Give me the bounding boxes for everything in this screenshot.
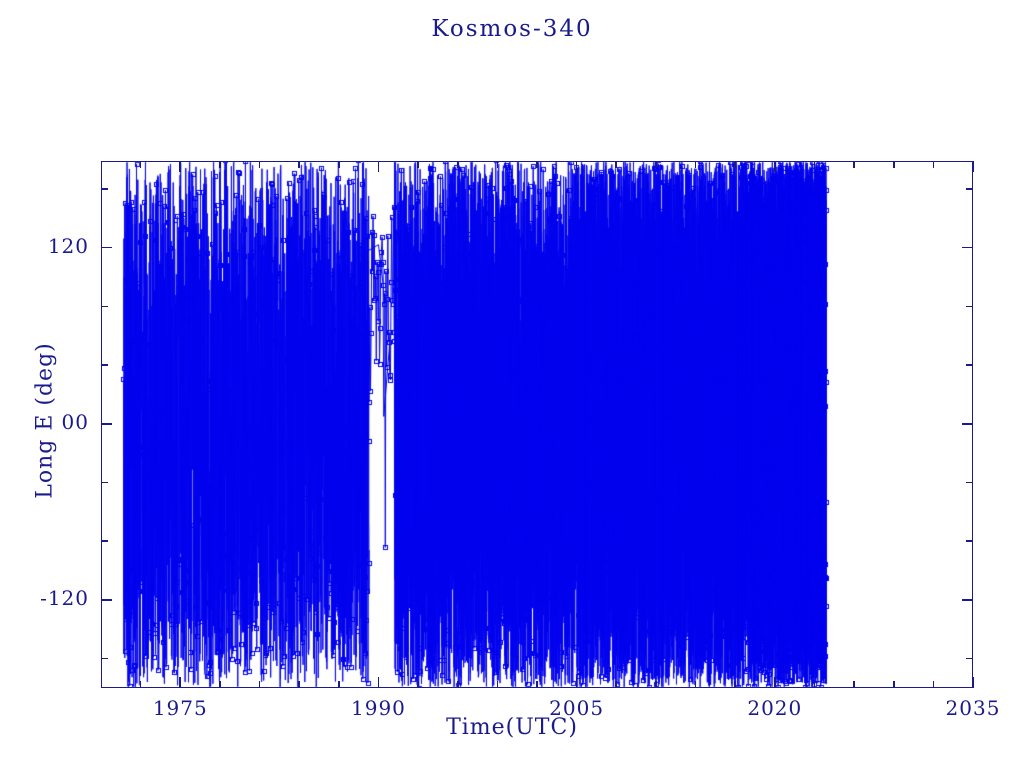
x-tick-minor xyxy=(694,681,697,688)
x-tick-minor xyxy=(813,681,816,688)
x-tick-minor xyxy=(853,681,855,688)
x-tick-label: 1990 xyxy=(351,696,406,720)
x-tick-minor xyxy=(258,681,261,688)
y-tick-minor-right xyxy=(966,481,973,484)
x-tick-minor-top xyxy=(734,161,736,168)
y-tick-minor xyxy=(101,364,108,366)
x-tick-major xyxy=(575,677,578,688)
y-tick-major xyxy=(101,599,112,601)
x-tick-minor xyxy=(734,681,736,688)
y-tick-major-right xyxy=(962,246,973,249)
y-tick-minor xyxy=(101,540,108,542)
y-tick-minor xyxy=(101,305,108,308)
x-tick-minor xyxy=(456,681,459,688)
y-tick-label: 00 xyxy=(61,409,89,434)
x-tick-minor-top xyxy=(219,161,221,168)
y-tick-major-right xyxy=(962,422,973,425)
x-tick-major xyxy=(377,677,380,688)
x-tick-label: 1975 xyxy=(152,696,208,720)
x-tick-minor xyxy=(496,681,499,688)
x-tick-major-top xyxy=(575,161,578,172)
x-tick-minor-top xyxy=(932,161,935,168)
x-tick-minor xyxy=(298,681,300,688)
x-tick-minor-top xyxy=(338,161,340,168)
x-tick-label: 2005 xyxy=(549,696,605,720)
y-tick-minor-right xyxy=(966,364,973,366)
y-tick-minor xyxy=(101,481,108,484)
x-tick-minor-top xyxy=(813,161,816,168)
x-tick-major xyxy=(972,677,974,688)
x-tick-label: 2035 xyxy=(945,696,1001,720)
x-tick-minor-top xyxy=(456,161,459,168)
x-tick-minor-top xyxy=(892,161,895,168)
x-tick-minor-top xyxy=(298,161,300,168)
y-tick-minor xyxy=(101,188,108,190)
x-tick-minor-top xyxy=(694,161,697,168)
x-tick-major-top xyxy=(377,161,380,172)
x-tick-minor xyxy=(338,681,340,688)
x-axis-title: Time(UTC) xyxy=(446,715,578,740)
x-tick-major-top xyxy=(179,161,182,172)
x-tick-minor-top xyxy=(853,161,855,168)
x-tick-minor xyxy=(417,681,419,688)
x-tick-minor-top xyxy=(258,161,261,168)
x-tick-minor-top xyxy=(615,161,618,168)
y-tick-minor-right xyxy=(966,188,973,190)
x-tick-minor-top xyxy=(496,161,499,168)
x-tick-major xyxy=(774,677,776,688)
y-axis-title: Long E (deg) xyxy=(32,342,58,499)
x-tick-minor-top xyxy=(536,161,538,168)
y-tick-minor-right xyxy=(966,305,973,308)
x-tick-major xyxy=(179,677,182,688)
x-tick-minor-top xyxy=(655,161,657,168)
x-tick-major-top xyxy=(774,161,776,172)
x-tick-minor xyxy=(536,681,538,688)
x-tick-minor-top xyxy=(417,161,419,168)
page-title: Kosmos-340 xyxy=(431,16,593,42)
y-tick-minor-right xyxy=(966,657,973,660)
x-tick-label: 2020 xyxy=(747,696,803,720)
x-tick-major-top xyxy=(972,161,974,172)
x-tick-minor xyxy=(932,681,935,688)
x-tick-minor xyxy=(615,681,618,688)
y-tick-major xyxy=(101,246,112,249)
x-tick-minor xyxy=(219,681,221,688)
y-tick-label: 120 xyxy=(47,233,89,258)
x-tick-minor xyxy=(892,681,895,688)
y-tick-major xyxy=(101,422,112,425)
y-tick-label: -120 xyxy=(40,585,89,610)
y-tick-minor-right xyxy=(966,540,973,542)
y-tick-major-right xyxy=(962,599,973,601)
x-tick-minor xyxy=(655,681,657,688)
x-tick-minor-top xyxy=(139,161,142,168)
x-tick-minor xyxy=(139,681,142,688)
y-tick-minor xyxy=(101,657,108,660)
